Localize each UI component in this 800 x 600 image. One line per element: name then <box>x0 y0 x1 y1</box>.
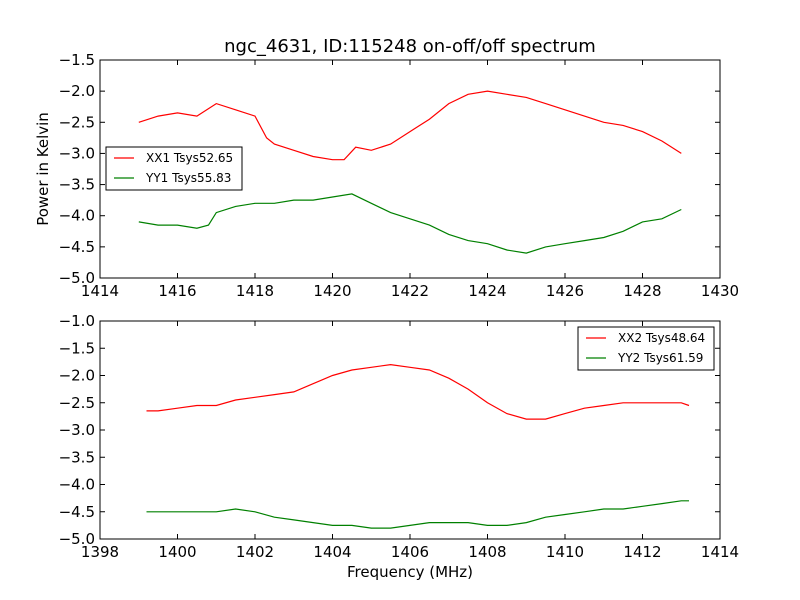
legend-box-top <box>105 146 243 191</box>
y-tick-label: −3.0 <box>59 421 95 439</box>
x-tick-label: 1416 <box>158 282 196 300</box>
legend-bottom: XX2 Tsys48.64 YY2 Tsys61.59 <box>577 326 715 371</box>
bottom-panel: Frequency (MHz) 1398 1400 1402 1404 1406 1408… <box>59 312 740 581</box>
y-tick-label: −2.5 <box>59 113 95 131</box>
legend-label-xx2: XX2 Tsys48.64 <box>618 331 705 345</box>
y-tick-label: −1.0 <box>59 312 95 330</box>
x-tick-label: 1400 <box>158 543 196 561</box>
y-tick-label: −3.5 <box>59 176 95 194</box>
legend-top: XX1 Tsys52.65 YY1 Tsys55.83 <box>105 146 243 191</box>
y-tick-label: −4.0 <box>59 207 95 225</box>
y-tick-label: −5.0 <box>59 269 95 287</box>
y-tick-label: −2.0 <box>59 367 95 385</box>
y-tick-label: −2.5 <box>59 394 95 412</box>
x-tick-label: 1424 <box>468 282 506 300</box>
series-line-yy1 <box>138 193 682 254</box>
x-tick-label: 1418 <box>236 282 274 300</box>
top-panel: ngc_4631, ID:115248 on-off/off spectrum … <box>34 36 739 300</box>
series-group-top <box>138 90 682 254</box>
ticks-bottom: 1398 1400 1402 1404 1406 1408 1410 1412 1414 −1.0… <box>59 312 740 561</box>
series-group-bottom <box>146 363 690 529</box>
y-tick-label: −4.0 <box>59 476 95 494</box>
y-tick-label: −3.5 <box>59 448 95 466</box>
plot-frame-bottom <box>99 320 721 540</box>
x-tick-label: 1398 <box>81 543 119 561</box>
series-line-xx2 <box>146 363 690 420</box>
x-tick-label: 1406 <box>391 543 429 561</box>
y-tick-label: −3.0 <box>59 144 95 162</box>
legend-label-yy2: YY2 Tsys61.59 <box>617 351 703 365</box>
chart-title: ngc_4631, ID:115248 on-off/off spectrum <box>224 36 596 57</box>
ticks-top: 1414 1416 1418 1420 1422 1424 1426 1428 1430 −1.5… <box>59 51 740 300</box>
x-axis-label: Frequency (MHz) <box>347 563 473 581</box>
y-tick-label: −5.0 <box>59 530 95 548</box>
x-tick-label: 1412 <box>623 543 661 561</box>
y-tick-label: −2.0 <box>59 82 95 100</box>
x-tick-label: 1430 <box>701 282 739 300</box>
plot-frame-top <box>99 59 721 279</box>
series-line-xx1 <box>138 90 682 161</box>
legend-label-yy1: YY1 Tsys55.83 <box>145 171 231 185</box>
legend-label-xx1: XX1 Tsys52.65 <box>146 151 233 165</box>
x-tick-label: 1408 <box>468 543 506 561</box>
y-tick-label: −1.5 <box>59 339 95 357</box>
x-tick-label: 1422 <box>391 282 429 300</box>
x-tick-label: 1402 <box>236 543 274 561</box>
y-axis-label-top: Power in Kelvin <box>34 112 52 226</box>
x-tick-label: 1404 <box>313 543 351 561</box>
x-tick-label: 1414 <box>701 543 739 561</box>
x-tick-label: 1428 <box>623 282 661 300</box>
x-tick-label: 1426 <box>546 282 584 300</box>
legend-box-bottom <box>577 326 715 371</box>
series-line-yy2 <box>146 500 689 529</box>
y-tick-label: −4.5 <box>59 238 95 256</box>
y-tick-label: −4.5 <box>59 503 95 521</box>
x-tick-label: 1420 <box>313 282 351 300</box>
y-tick-label: −1.5 <box>59 51 95 69</box>
x-tick-label: 1414 <box>81 282 119 300</box>
x-tick-label: 1410 <box>546 543 584 561</box>
